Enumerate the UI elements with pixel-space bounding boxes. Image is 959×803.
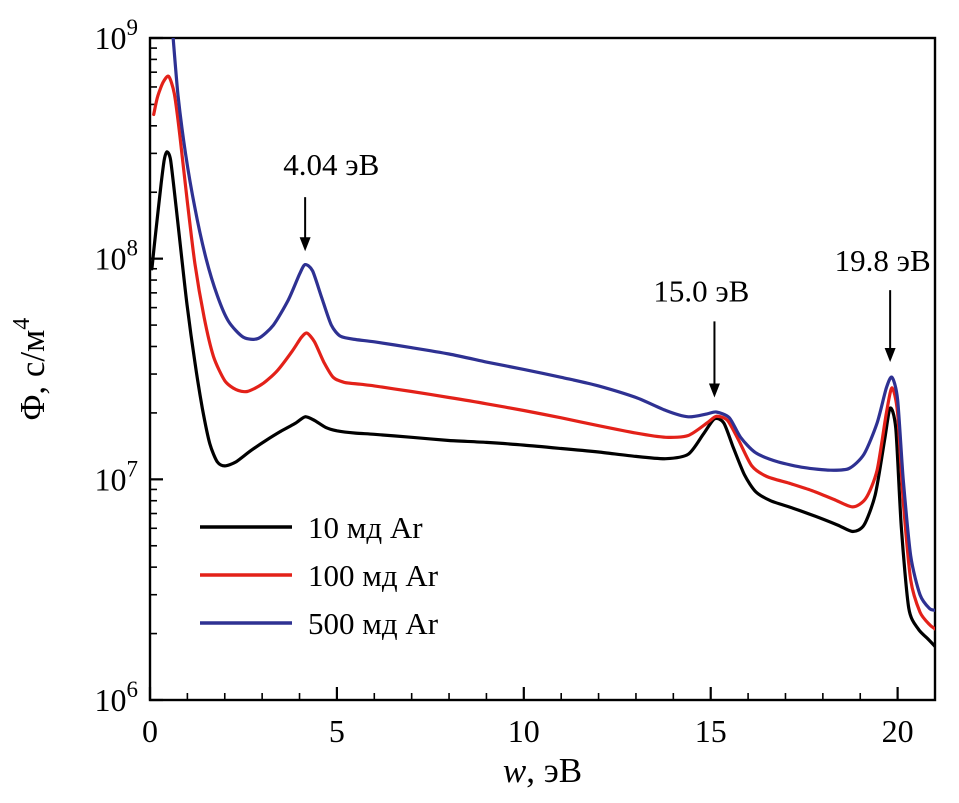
y-tick-label: 107 — [95, 456, 139, 497]
plot-frame — [148, 36, 937, 702]
legend-label-1: 100 мд Ar — [308, 558, 439, 593]
curves-group — [150, 38, 935, 648]
y-tick-label: 108 — [95, 236, 139, 277]
x-axis-title: w, эВ — [503, 751, 582, 790]
annotation-arrow-head-0 — [299, 237, 311, 252]
legend-label-2: 500 мд Ar — [308, 606, 439, 641]
annotation-arrow-head-1 — [708, 383, 720, 398]
y-tick-label: 106 — [95, 677, 139, 718]
annotation-arrow-head-2 — [884, 348, 896, 363]
annotation-label-1: 15.0 эВ — [653, 273, 749, 308]
annotation-label-2: 19.8 эВ — [835, 243, 931, 278]
y-axis: 106 107 108 109 — [95, 15, 163, 718]
y-axis-title: Φ, с/м4 — [9, 318, 52, 421]
legend: 10 мд Ar 100 мд Ar 500 мд Ar — [200, 510, 439, 641]
x-axis: 0 5 10 15 20 — [142, 687, 914, 749]
x-tick-label: 20 — [882, 713, 914, 749]
annotations: 4.04 эВ 15.0 эВ 19.8 эВ — [283, 147, 931, 398]
x-tick-label: 15 — [695, 713, 727, 749]
legend-label-0: 10 мд Ar — [308, 510, 423, 545]
x-tick-label: 5 — [329, 713, 345, 749]
x-tick-label: 10 — [508, 713, 540, 749]
curve-series-1 — [152, 74, 935, 631]
x-tick-label: 0 — [142, 713, 158, 749]
curve-series-2 — [171, 38, 935, 612]
y-tick-label: 109 — [95, 15, 139, 56]
curve-series-0 — [150, 150, 935, 648]
annotation-label-0: 4.04 эВ — [283, 147, 379, 182]
